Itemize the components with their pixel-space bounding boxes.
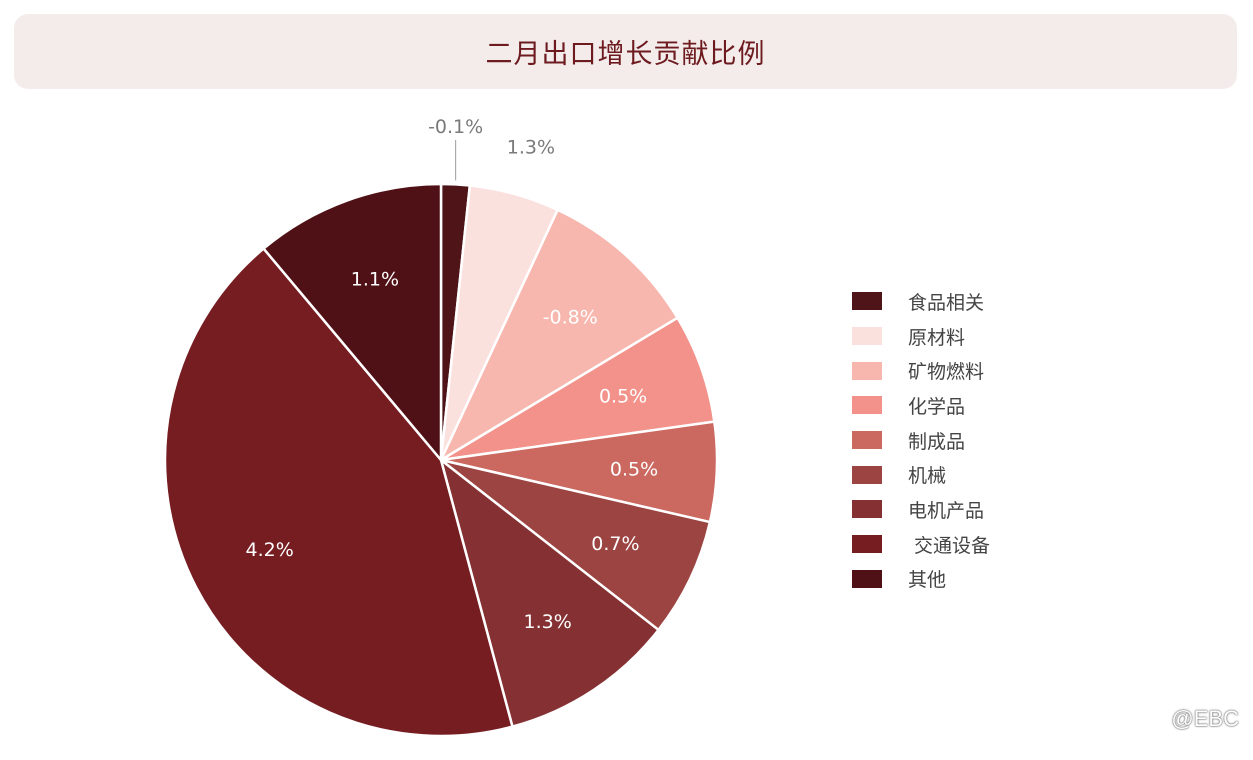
pie-slice-8 <box>262 182 443 462</box>
legend-label: 化学品 <box>908 395 966 418</box>
pie-slice-3 <box>439 316 716 462</box>
legend-label: 交通设备 <box>908 534 991 557</box>
legend-label: 机械 <box>908 465 947 488</box>
slice-label-8: 1.1% <box>351 268 399 290</box>
pie-slice-2 <box>439 208 679 462</box>
legend-label: 其他 <box>908 569 947 592</box>
legend-item-6: 电机产品 <box>852 492 990 527</box>
legend-item-4: 制成品 <box>852 423 990 458</box>
legend-swatch <box>852 465 882 484</box>
slice-label-2: -0.8% <box>543 306 598 328</box>
legend-item-0: 食品相关 <box>852 284 990 319</box>
legend: 食品相关原材料矿物燃料化学品制成品机械电机产品 交通设备其他 <box>852 284 990 596</box>
slice-label-5: 0.7% <box>591 533 639 555</box>
legend-swatch <box>852 569 882 588</box>
legend-swatch <box>852 361 882 380</box>
legend-swatch <box>852 500 882 519</box>
chart-title: 二月出口增长贡献比例 <box>485 39 766 70</box>
slice-label-6: 1.3% <box>523 611 571 633</box>
watermark: @EBC <box>1171 706 1239 731</box>
legend-label: 制成品 <box>908 430 966 453</box>
legend-label: 原材料 <box>908 326 966 349</box>
slice-label-0: -0.1% <box>428 116 483 138</box>
legend-label: 食品相关 <box>908 291 985 314</box>
legend-item-8: 其他 <box>852 562 990 597</box>
slice-label-1: 1.3% <box>507 136 555 158</box>
title-bar: 二月出口增长贡献比例 <box>14 14 1237 89</box>
pie-slice-7 <box>163 247 514 738</box>
legend-item-3: 化学品 <box>852 388 990 423</box>
legend-swatch <box>852 396 882 415</box>
legend-item-7: 交通设备 <box>852 527 990 562</box>
legend-label: 矿物燃料 <box>908 361 985 384</box>
legend-swatch <box>852 327 882 346</box>
legend-swatch <box>852 535 882 554</box>
legend-label: 电机产品 <box>908 499 985 522</box>
slice-label-4: 0.5% <box>610 458 658 480</box>
legend-item-5: 机械 <box>852 457 990 492</box>
legend-item-2: 矿物燃料 <box>852 353 990 388</box>
legend-swatch <box>852 292 882 311</box>
pie-slice-5 <box>439 458 712 632</box>
legend-item-1: 原材料 <box>852 319 990 354</box>
legend-swatch <box>852 431 882 450</box>
slice-label-7: 4.2% <box>245 539 293 561</box>
slice-label-3: 0.5% <box>599 386 647 408</box>
